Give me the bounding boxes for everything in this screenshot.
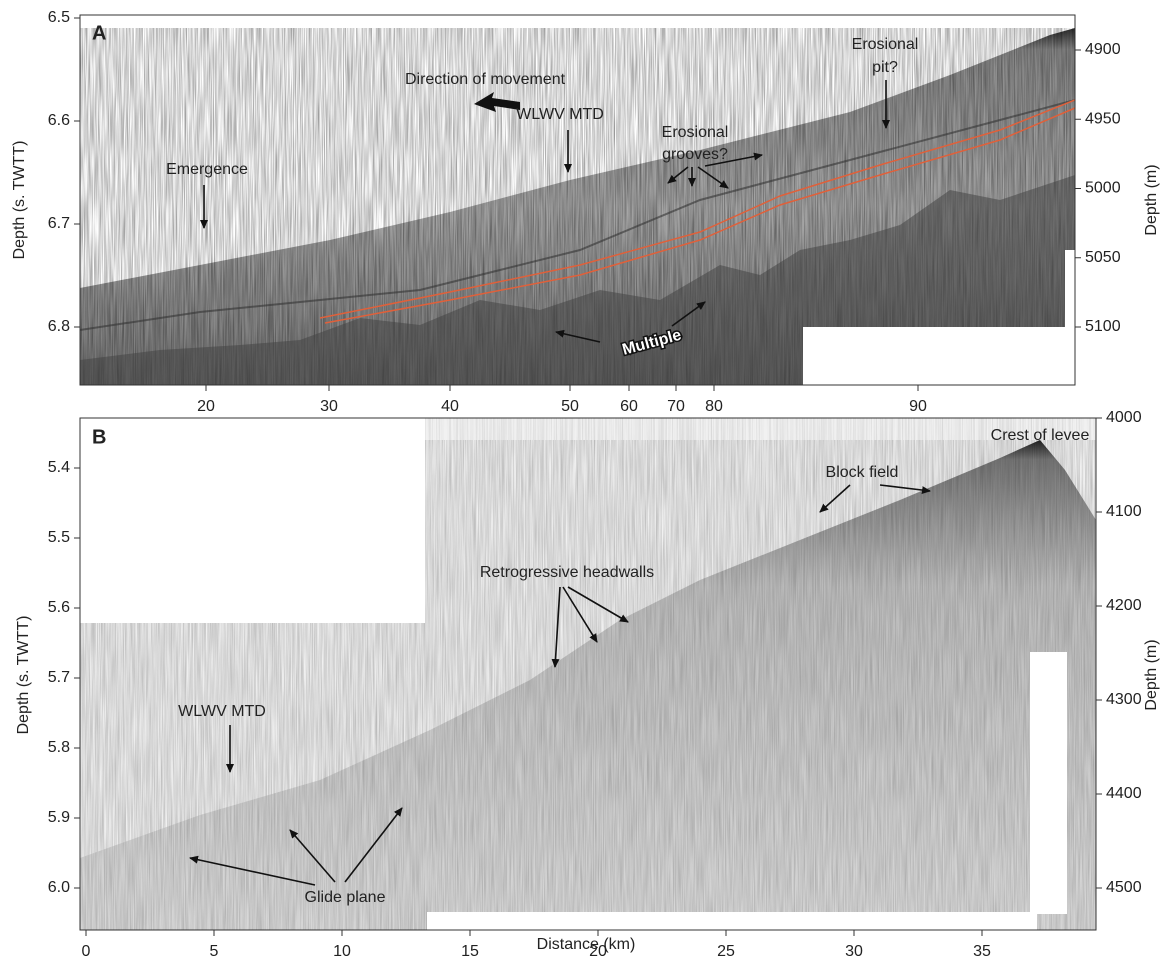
x-tick-label: 50 <box>561 398 579 415</box>
x-tick-label: 90 <box>909 398 927 415</box>
x-tick-label: 15 <box>461 943 479 958</box>
arrow <box>344 807 403 883</box>
x-tick-label: 25 <box>717 943 735 958</box>
seismic-profile-a <box>80 15 1075 385</box>
arrow <box>289 829 336 883</box>
y-tick-label: 6.5 <box>48 9 70 26</box>
arrow <box>567 586 629 623</box>
x-tick-label: 30 <box>320 398 338 415</box>
y-tick-label: 6.7 <box>48 215 70 232</box>
y2-tick-label: 4300 <box>1106 691 1142 708</box>
x-tick-label: 80 <box>705 398 723 415</box>
seismic-profile-b <box>80 418 1096 930</box>
annotation: pit? <box>872 59 898 76</box>
panel-frame <box>79 417 1097 931</box>
arrow <box>667 166 689 184</box>
x-tick-label: 20 <box>589 943 607 958</box>
arrow <box>551 586 561 668</box>
annotation: Glide plane <box>305 889 386 906</box>
x-tick-label: 0 <box>82 943 91 958</box>
y2-tick-label: 4950 <box>1085 110 1121 127</box>
annotation: grooves? <box>662 146 728 163</box>
annotation: WLWV MTD <box>516 106 604 123</box>
y-tick-label: 6.6 <box>48 112 70 129</box>
y2-axis-label: Depth (m) <box>1143 639 1160 710</box>
y2-tick-label: 4500 <box>1106 879 1142 896</box>
arrow <box>704 152 763 167</box>
panel-label: A <box>92 22 106 44</box>
arrow <box>879 484 931 495</box>
panel-label: B <box>92 426 106 448</box>
annotation: Emergence <box>166 161 248 178</box>
y2-tick-label: 4900 <box>1085 41 1121 58</box>
y-tick-label: 5.9 <box>48 809 70 826</box>
annotation: Retrogressive headwalls <box>480 564 654 581</box>
y-tick-label: 5.5 <box>48 529 70 546</box>
y2-tick-label: 4100 <box>1106 503 1142 520</box>
x-tick-label: 60 <box>620 398 638 415</box>
y2-tick-label: 4400 <box>1106 785 1142 802</box>
y2-tick-label: 4000 <box>1106 409 1142 426</box>
annotation: Direction of movement <box>405 71 566 88</box>
x-tick-label: 5 <box>210 943 219 958</box>
y2-axis-label: Depth (m) <box>1143 164 1160 235</box>
arrow <box>562 586 598 643</box>
y-tick-label: 6.0 <box>48 879 70 896</box>
movement-arrow <box>474 92 520 112</box>
y-tick-label: 5.8 <box>48 739 70 756</box>
annotation: WLWV MTD <box>178 703 266 720</box>
y-tick-label: 6.8 <box>48 318 70 335</box>
x-tick-label: 35 <box>973 943 991 958</box>
arrow <box>671 301 706 327</box>
arrow <box>189 855 316 886</box>
x-tick-label: 20 <box>197 398 215 415</box>
x-tick-label: 30 <box>845 943 863 958</box>
y-tick-label: 5.7 <box>48 669 70 686</box>
annotation: Erosional <box>852 36 919 53</box>
x-tick-label: 70 <box>667 398 685 415</box>
y2-tick-label: 4200 <box>1106 597 1142 614</box>
y-axis-label: Depth (s. TWTT) <box>11 141 28 260</box>
panel-frame <box>79 14 1076 386</box>
y-tick-label: 5.6 <box>48 599 70 616</box>
annotation: Block field <box>826 464 899 481</box>
arrow <box>697 166 729 189</box>
x-tick-label: 40 <box>441 398 459 415</box>
arrow <box>555 329 601 343</box>
y2-tick-label: 5100 <box>1085 318 1121 335</box>
arrow <box>819 484 851 513</box>
y2-tick-label: 5050 <box>1085 249 1121 266</box>
y2-tick-label: 5000 <box>1085 180 1121 197</box>
annotation: Erosional <box>662 124 729 141</box>
y-tick-label: 5.4 <box>48 459 70 476</box>
annotation: Crest of levee <box>991 427 1090 444</box>
x-axis-label: Distance (km) <box>537 936 636 953</box>
x-tick-label: 10 <box>333 943 351 958</box>
y-axis-label: Depth (s. TWTT) <box>15 616 32 735</box>
